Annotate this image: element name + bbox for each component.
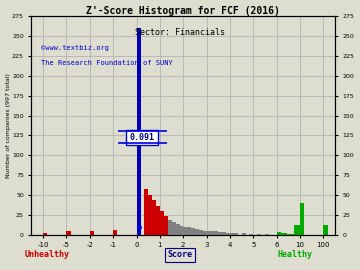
Bar	[294, 225, 298, 235]
Bar	[300, 203, 304, 235]
Bar	[148, 195, 152, 235]
Bar	[265, 234, 269, 235]
Bar	[282, 233, 287, 235]
Bar	[230, 233, 234, 235]
Bar	[298, 225, 302, 235]
Bar	[191, 228, 195, 235]
Bar	[195, 229, 199, 235]
Text: The Research Foundation of SUNY: The Research Foundation of SUNY	[41, 60, 172, 66]
Bar	[214, 231, 219, 235]
Bar	[152, 201, 156, 235]
Bar	[249, 234, 253, 235]
Bar	[203, 231, 207, 235]
Bar	[90, 231, 94, 235]
Title: Z'-Score Histogram for FCF (2016): Z'-Score Histogram for FCF (2016)	[86, 6, 280, 16]
Bar	[144, 188, 148, 235]
Bar	[43, 233, 47, 235]
Text: Score: Score	[167, 250, 193, 259]
Y-axis label: Number of companies (997 total): Number of companies (997 total)	[5, 73, 10, 178]
Text: 0.091: 0.091	[130, 133, 155, 142]
Bar	[164, 215, 168, 235]
Bar	[257, 234, 261, 235]
Bar	[222, 232, 226, 235]
Text: Healthy: Healthy	[278, 250, 313, 259]
Bar	[211, 231, 215, 235]
Bar	[183, 227, 188, 235]
Bar	[175, 224, 180, 235]
Bar	[156, 206, 160, 235]
Bar	[323, 225, 328, 235]
Bar	[207, 231, 211, 235]
Bar	[218, 232, 222, 235]
Bar	[136, 28, 141, 235]
Bar	[286, 234, 291, 235]
Bar	[280, 233, 285, 235]
Bar	[113, 230, 117, 235]
Bar	[279, 233, 283, 235]
Bar	[187, 227, 192, 235]
Bar	[234, 233, 238, 235]
Bar	[242, 233, 246, 235]
Bar	[300, 203, 304, 235]
Bar	[160, 211, 164, 235]
Bar	[323, 225, 328, 235]
Bar	[276, 232, 281, 235]
Bar	[284, 234, 288, 235]
Bar	[167, 220, 172, 235]
Text: Sector: Financials: Sector: Financials	[135, 28, 225, 37]
Bar	[288, 234, 292, 235]
Bar	[290, 234, 294, 235]
Text: ©www.textbiz.org: ©www.textbiz.org	[41, 45, 109, 51]
Bar	[296, 225, 300, 235]
Bar	[171, 222, 176, 235]
Bar	[226, 233, 230, 235]
Bar	[199, 230, 203, 235]
Bar	[67, 231, 71, 235]
Bar	[323, 225, 328, 235]
Bar	[300, 203, 304, 235]
Text: Unhealthy: Unhealthy	[24, 250, 69, 259]
Bar	[179, 226, 184, 235]
